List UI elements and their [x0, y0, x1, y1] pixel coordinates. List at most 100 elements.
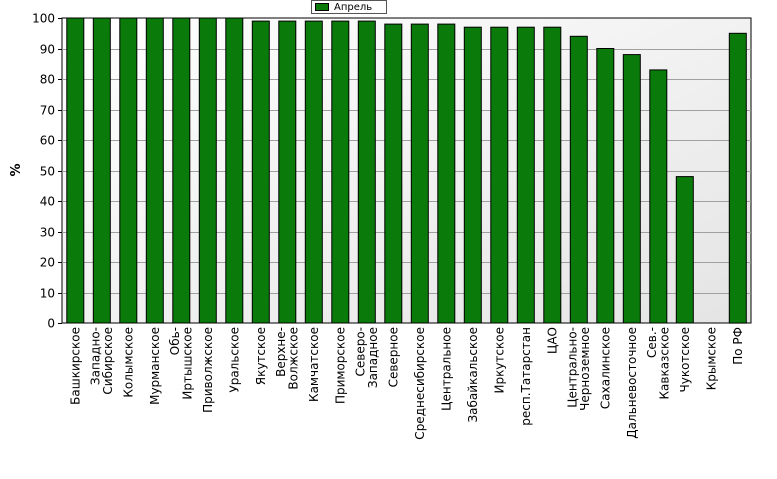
- legend-swatch: [315, 3, 329, 11]
- bar: [622, 54, 641, 324]
- y-axis-ticks: 0 10 20 30 40 50 60 70 80 90 100: [32, 12, 62, 331]
- x-category-label: Крымское: [704, 327, 718, 390]
- bar: [410, 23, 429, 324]
- x-category-label: Мурманское: [148, 327, 162, 405]
- x-category-label: респ.Татарстан: [519, 327, 533, 426]
- bars: [66, 17, 747, 324]
- x-category-label-line: Кавказское: [658, 327, 672, 400]
- x-category-label: Колымское: [121, 327, 135, 398]
- x-category-label-line: Верхне-: [274, 327, 288, 377]
- x-category-label: Центрально-Черноземное: [566, 327, 593, 411]
- x-category-label-line: Волжское: [287, 327, 301, 390]
- bar: [357, 20, 376, 324]
- x-category-label-line: ЦАО: [545, 327, 559, 354]
- x-category-label: Камчатское: [307, 327, 321, 402]
- x-category-label-line: Сев.-: [645, 327, 659, 358]
- x-category-label: Верхне-Волжское: [274, 327, 301, 390]
- y-tick-label: 0: [47, 317, 55, 331]
- bar: [649, 69, 668, 324]
- x-category-label: Уральское: [227, 327, 241, 393]
- x-category-label: Забайкальское: [466, 327, 480, 423]
- x-category-label-line: По РФ: [731, 327, 745, 365]
- x-axis-labels: Башкирское Западно-Сибирское Колымское Мурм…: [68, 327, 745, 440]
- x-category-label: Среднесибирское: [413, 327, 427, 440]
- bar: [384, 23, 403, 324]
- x-category-label-line: Иртышское: [181, 327, 195, 400]
- bar: [543, 26, 562, 324]
- x-category-label-line: Сахалинское: [598, 327, 612, 409]
- x-category-label: ЦАО: [545, 327, 559, 354]
- x-category-label-line: Якутское: [254, 327, 268, 385]
- x-category-label: Иркутское: [492, 327, 506, 394]
- x-category-label-line: Уральское: [227, 327, 241, 393]
- y-tick-label: 90: [40, 43, 55, 57]
- x-category-label-line: Центральное: [439, 327, 453, 411]
- bar: [516, 26, 535, 324]
- bar: [596, 48, 615, 324]
- y-tick-label: 100: [32, 12, 55, 26]
- x-category-label-line: Центрально-: [566, 327, 580, 408]
- x-category-label-line: Приволжское: [201, 327, 215, 413]
- x-category-label-line: Черноземное: [578, 327, 592, 411]
- x-category-label: По РФ: [731, 327, 745, 365]
- x-category-label-line: Чукотское: [678, 327, 692, 392]
- bar: [225, 17, 244, 324]
- bar: [119, 17, 138, 324]
- bar: [675, 176, 694, 324]
- y-tick-label: 30: [40, 226, 55, 240]
- x-category-label: Обь-Иртышское: [168, 327, 195, 400]
- bar: [172, 17, 191, 324]
- x-category-label: Сахалинское: [598, 327, 612, 409]
- x-category-label-line: респ.Татарстан: [519, 327, 533, 426]
- y-tick-label: 70: [40, 104, 55, 118]
- x-category-label-line: Северное: [386, 327, 400, 387]
- x-category-label: Приволжское: [201, 327, 215, 413]
- bar: [66, 17, 85, 324]
- y-tick-label: 50: [40, 165, 55, 179]
- bar: [278, 20, 297, 324]
- y-tick-label: 40: [40, 195, 55, 209]
- bar: [569, 35, 588, 324]
- x-category-label: Дальневосточное: [625, 327, 639, 439]
- x-category-label-line: Забайкальское: [466, 327, 480, 423]
- bar: [304, 20, 323, 324]
- x-category-label-line: Иркутское: [492, 327, 506, 394]
- y-tick-label: 20: [40, 256, 55, 270]
- bar: [145, 17, 164, 324]
- y-tick-label: 80: [40, 73, 55, 87]
- plot-area: [61, 17, 752, 324]
- x-category-label: Чукотское: [678, 327, 692, 392]
- x-category-label-line: Мурманское: [148, 327, 162, 405]
- x-category-label-line: Среднесибирское: [413, 327, 427, 440]
- x-category-label-line: Обь-: [168, 327, 182, 355]
- x-category-label-line: Северо-: [354, 327, 368, 377]
- x-category-label-line: Дальневосточное: [625, 327, 639, 439]
- x-category-label: Центральное: [439, 327, 453, 411]
- x-category-label-line: Западное: [366, 327, 380, 388]
- x-category-label-line: Башкирское: [68, 327, 82, 405]
- x-category-label-line: Приморское: [333, 327, 347, 404]
- x-category-label: Якутское: [254, 327, 268, 385]
- bar: [490, 26, 509, 324]
- x-category-label: Приморское: [333, 327, 347, 404]
- bar: [198, 17, 217, 324]
- x-category-label-line: Западно-: [89, 327, 103, 385]
- y-tick-label: 10: [40, 287, 55, 301]
- x-category-label: Западно-Сибирское: [89, 327, 116, 395]
- bar: [728, 32, 747, 324]
- y-tick-label: 60: [40, 134, 55, 148]
- bar: [437, 23, 456, 324]
- bar: [251, 20, 270, 324]
- y-axis-label: %: [9, 163, 24, 176]
- legend: Апрель: [311, 0, 387, 14]
- x-category-label: Сев.-Кавказское: [645, 327, 672, 400]
- x-category-label: Северо-Западное: [354, 327, 381, 388]
- x-category-label-line: Сибирское: [101, 327, 115, 395]
- x-category-label-line: Колымское: [121, 327, 135, 398]
- legend-label: Апрель: [334, 1, 373, 13]
- bar: [331, 20, 350, 324]
- x-category-label: Башкирское: [68, 327, 82, 405]
- x-category-label: Северное: [386, 327, 400, 387]
- x-category-label-line: Крымское: [704, 327, 718, 390]
